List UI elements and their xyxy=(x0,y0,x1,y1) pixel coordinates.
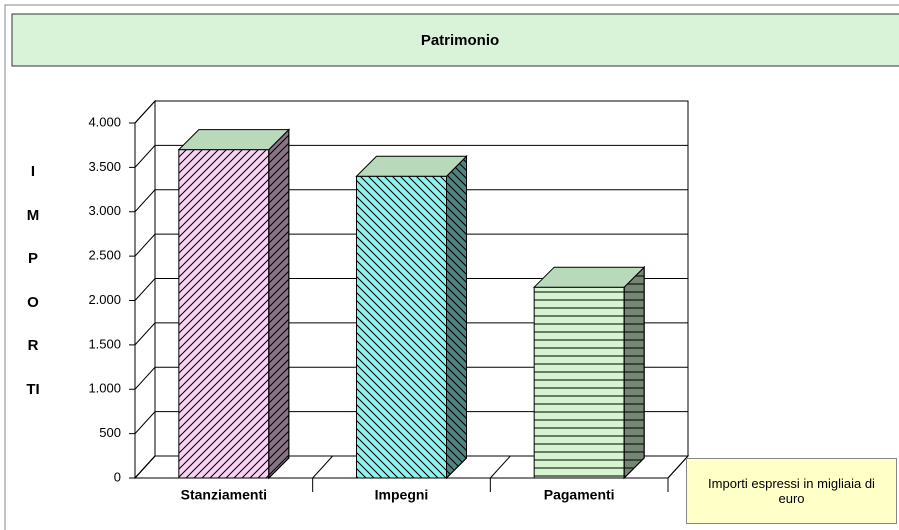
grid-line xyxy=(134,233,688,257)
floor-divider xyxy=(489,455,511,479)
grid-line xyxy=(134,411,688,434)
floor-divider xyxy=(312,455,334,479)
grid-line xyxy=(134,366,688,390)
y-tick-label: 4.000 xyxy=(88,114,121,129)
y-tick-label: 1.500 xyxy=(88,336,121,351)
grid-line xyxy=(134,144,688,168)
y-tick-label: 2.500 xyxy=(88,248,121,263)
bar-top xyxy=(177,129,291,151)
chart-title: Patrimonio xyxy=(421,32,499,49)
frame xyxy=(4,4,899,530)
y-tick-label: 1.000 xyxy=(88,381,121,396)
bar-side-shade xyxy=(623,265,645,480)
grid-line xyxy=(134,322,688,346)
x-tick-label: Pagamenti xyxy=(544,487,615,503)
grid-line xyxy=(134,278,688,301)
y-tick-label: 500 xyxy=(99,425,121,440)
bar xyxy=(178,149,270,479)
floor-divider xyxy=(667,455,689,479)
y-tick-label: 3.500 xyxy=(88,159,121,174)
y-axis-label: IMPORTI xyxy=(26,163,40,398)
x-tick-label: Impegni xyxy=(375,487,429,503)
bar-top xyxy=(355,155,468,177)
y-tick-label: 3.000 xyxy=(88,203,121,218)
bar xyxy=(356,175,447,479)
x-tick-label: Stanziamenti xyxy=(181,487,267,503)
grid-line xyxy=(134,100,688,124)
grid-line xyxy=(134,189,688,213)
bar-side-shade xyxy=(268,128,290,480)
floor-divider xyxy=(134,455,156,479)
title-box xyxy=(11,13,899,67)
y-tick-label: 2.000 xyxy=(88,292,121,307)
bar-side-shade xyxy=(446,155,467,480)
y-tick-label: 0 xyxy=(114,469,121,484)
bar xyxy=(533,286,625,479)
annotation: Importi espressi in migliaia di euro xyxy=(686,458,897,524)
bar-top xyxy=(532,266,646,288)
